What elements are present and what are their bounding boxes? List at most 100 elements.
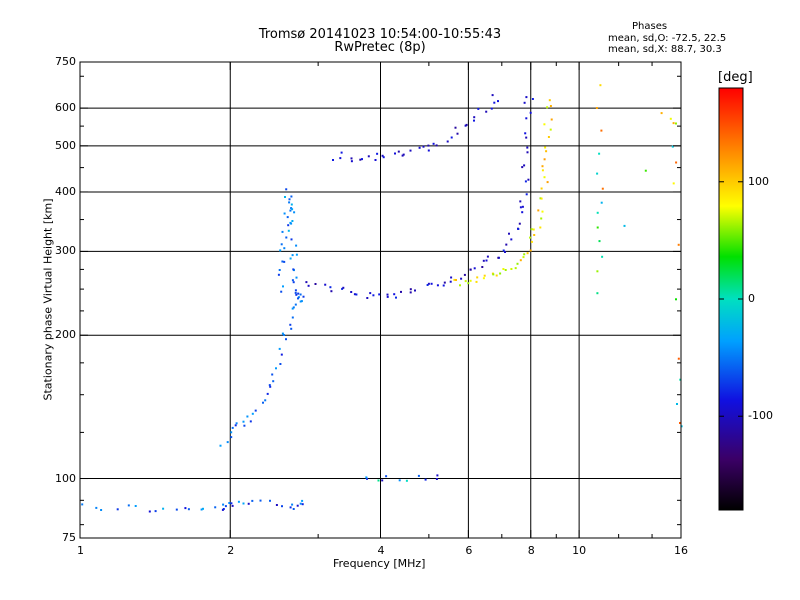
data-point — [353, 293, 356, 296]
y-tick-label: 750 — [55, 55, 76, 68]
data-point — [324, 283, 327, 286]
data-point — [529, 111, 532, 114]
data-point — [508, 232, 510, 235]
data-point — [290, 195, 293, 198]
data-point — [671, 145, 674, 148]
colorbar-label: [deg] — [718, 70, 753, 85]
data-point — [469, 268, 472, 271]
data-point — [409, 288, 412, 291]
data-point — [184, 507, 187, 510]
data-point — [596, 172, 599, 175]
data-point — [299, 293, 302, 296]
data-point — [442, 284, 445, 287]
x-tick-label: 6 — [465, 544, 473, 557]
data-point — [291, 220, 294, 222]
data-point — [599, 84, 602, 87]
y-tick-label: 100 — [55, 471, 76, 485]
data-point — [675, 122, 677, 125]
data-point — [293, 211, 296, 214]
data-point — [427, 149, 430, 152]
data-point — [214, 506, 217, 509]
data-point — [289, 323, 292, 326]
data-point — [600, 201, 603, 204]
data-point — [230, 502, 233, 505]
y-axis-label: Stationary phase Virtual Height [km] — [41, 198, 55, 401]
data-point — [249, 420, 252, 423]
data-point — [281, 505, 283, 508]
stats-line-o: mean, sd,O: -72.5, 22.5 — [608, 33, 727, 44]
data-point — [254, 409, 257, 412]
data-point — [402, 153, 405, 156]
data-point — [414, 289, 416, 292]
data-point — [287, 224, 290, 227]
data-point — [281, 230, 284, 233]
data-point — [525, 117, 528, 120]
data-point — [395, 296, 397, 299]
data-point — [175, 508, 178, 511]
data-point — [463, 273, 466, 276]
data-point — [359, 158, 362, 161]
data-point — [464, 280, 467, 283]
data-point — [154, 510, 157, 513]
data-point — [100, 509, 103, 511]
data-point — [289, 209, 292, 212]
data-point — [386, 293, 389, 296]
data-point — [288, 201, 291, 204]
data-point — [623, 224, 626, 227]
data-point — [519, 259, 522, 262]
data-point — [285, 188, 288, 191]
data-point — [251, 499, 254, 502]
data-point — [377, 479, 380, 482]
data-point — [504, 269, 507, 271]
data-point — [280, 353, 283, 356]
data-point — [432, 142, 435, 145]
data-point — [275, 504, 278, 506]
data-point — [677, 357, 680, 360]
data-point — [456, 132, 459, 135]
data-point — [675, 161, 678, 164]
data-point — [544, 146, 547, 149]
data-point — [381, 154, 384, 157]
data-point — [285, 236, 288, 239]
data-point — [230, 431, 233, 434]
data-point — [548, 99, 551, 102]
data-point — [289, 506, 292, 509]
data-point — [259, 499, 262, 502]
data-point — [532, 228, 535, 231]
chart-title: Tromsø 20141023 10:54:00-10:55:43 — [258, 27, 502, 42]
data-point — [497, 100, 499, 103]
data-point — [290, 222, 293, 225]
data-point — [294, 289, 297, 292]
data-point — [374, 159, 377, 161]
data-point — [539, 226, 542, 229]
data-point — [134, 505, 137, 507]
data-point — [287, 229, 290, 232]
data-point — [505, 243, 508, 246]
data-point — [234, 424, 237, 427]
data-point — [367, 155, 370, 158]
data-point — [219, 444, 222, 447]
data-point — [148, 510, 151, 513]
data-point — [279, 249, 282, 252]
data-point — [541, 165, 544, 168]
data-point — [549, 105, 552, 107]
data-point — [530, 228, 533, 231]
data-point — [339, 157, 342, 160]
colorbar-tick-label: 100 — [748, 174, 769, 188]
data-point — [291, 307, 294, 310]
data-point — [523, 253, 526, 256]
data-point — [297, 297, 299, 300]
data-point — [426, 284, 429, 286]
data-point — [598, 152, 601, 155]
data-point — [127, 504, 130, 507]
data-point — [381, 479, 384, 482]
data-point — [386, 295, 389, 298]
data-point — [453, 278, 456, 281]
data-point — [269, 385, 272, 388]
colorbar-tick-label: 0 — [748, 292, 755, 305]
data-point — [405, 479, 408, 482]
data-point — [350, 160, 353, 163]
data-point — [292, 306, 295, 309]
data-point — [289, 257, 292, 260]
data-point — [280, 290, 283, 293]
